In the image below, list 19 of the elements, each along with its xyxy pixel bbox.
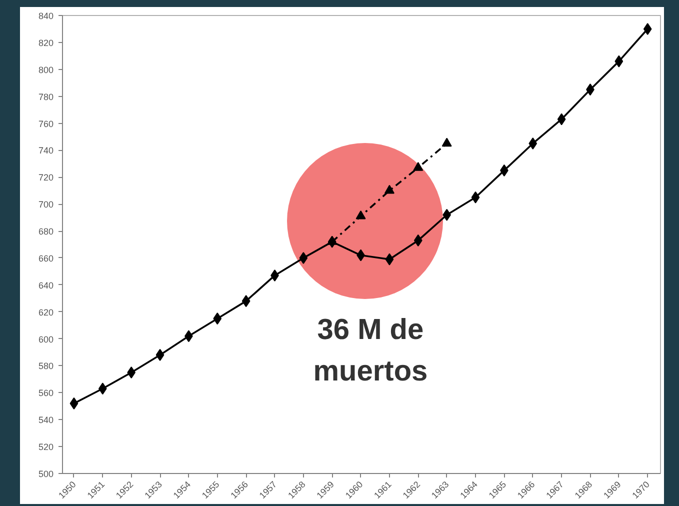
y-tick-label: 620 <box>38 307 54 318</box>
y-tick-label: 540 <box>38 415 54 426</box>
y-tick-label: 640 <box>38 280 54 290</box>
y-tick-label: 520 <box>38 442 54 452</box>
y-tick-label: 700 <box>38 200 54 210</box>
y-tick-label: 740 <box>38 146 54 156</box>
y-tick-label: 780 <box>38 92 54 102</box>
y-tick-label: 840 <box>38 11 54 21</box>
y-tick-label: 760 <box>38 118 54 129</box>
y-tick-label: 600 <box>38 334 54 344</box>
y-tick-label: 720 <box>38 172 54 183</box>
y-tick-label: 660 <box>38 253 54 264</box>
y-tick-label: 800 <box>38 64 54 75</box>
annotation: 36 M de muertos <box>313 314 428 388</box>
y-tick-label: 560 <box>38 388 54 398</box>
y-tick-label: 580 <box>38 361 54 372</box>
y-tick-label: 500 <box>38 469 54 479</box>
y-tick-label: 820 <box>38 38 54 48</box>
y-tick-label: 680 <box>38 226 54 237</box>
